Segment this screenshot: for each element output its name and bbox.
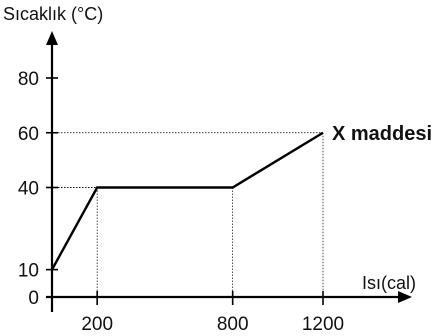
y-tick-label-60: 60 bbox=[18, 124, 39, 145]
y-tick-label-80: 80 bbox=[18, 69, 39, 90]
x-tick-label-200: 200 bbox=[81, 314, 113, 335]
y-axis-title: Sıcaklık (°C) bbox=[3, 4, 103, 24]
axes bbox=[46, 31, 412, 312]
series-label-0: X maddesi bbox=[332, 123, 432, 145]
y-axis-arrow bbox=[46, 31, 58, 45]
x-tick-label-800: 800 bbox=[217, 314, 249, 335]
x-axis-title: Isı(cal) bbox=[362, 273, 416, 293]
series-line-0 bbox=[50, 131, 324, 271]
y-tick-label-40: 40 bbox=[18, 179, 39, 200]
ticks: 0 10 40 60 80 200 800 1200 bbox=[18, 69, 344, 335]
y-tick-label-10: 10 bbox=[18, 261, 39, 282]
x-axis-arrow bbox=[398, 291, 412, 303]
x-tick-label-1200: 1200 bbox=[302, 314, 344, 335]
series-group: X maddesi bbox=[50, 123, 432, 271]
y-tick-label-0: 0 bbox=[28, 288, 39, 309]
